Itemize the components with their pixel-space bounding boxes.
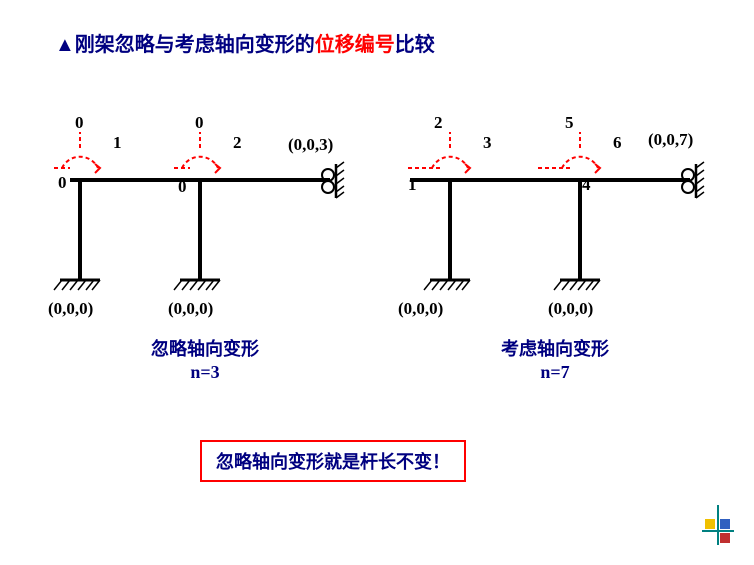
svg-text:3: 3 [483,133,492,152]
svg-text:(0,0,0): (0,0,0) [48,299,93,318]
left-cap2: n=3 [190,362,219,382]
svg-text:0: 0 [75,113,84,132]
svg-text:6: 6 [613,133,622,152]
note-text: 忽略轴向变形就是杆长不变！ [216,452,450,472]
left-caption: 忽略轴向变形 n=3 [125,338,285,385]
left-cap1: 忽略轴向变形 [151,339,259,359]
title-suffix: 比较 [395,34,435,56]
svg-text:2: 2 [233,133,242,152]
svg-text:(0,0,0): (0,0,0) [168,299,213,318]
right-frame-diagram: 2 3 1 5 6 4 (0,0,7) (0,0,0) (0,0,0) [390,90,730,320]
svg-text:0: 0 [178,177,187,196]
page-title: ▲刚架忽略与考虑轴向变形的位移编号比较 [55,28,435,57]
svg-text:(0,0,7): (0,0,7) [648,130,693,149]
svg-text:(0,0,3): (0,0,3) [288,135,333,154]
title-mid: 位移编号 [315,34,395,56]
boxed-note: 忽略轴向变形就是杆长不变！ [200,440,466,482]
svg-text:2: 2 [434,113,443,132]
logo-icon [702,505,734,545]
title-prefix: ▲刚架忽略与考虑轴向变形的 [55,34,315,56]
left-frame-diagram: 0 1 0 0 2 0 (0,0,3) (0,0,0) (0,0,0) [40,90,360,320]
right-cap1: 考虑轴向变形 [501,339,609,359]
svg-text:1: 1 [113,133,122,152]
right-cap2: n=7 [540,362,569,382]
svg-text:(0,0,0): (0,0,0) [548,299,593,318]
svg-text:1: 1 [408,175,417,194]
svg-text:0: 0 [58,173,67,192]
right-caption: 考虑轴向变形 n=7 [475,338,635,385]
svg-text:(0,0,0): (0,0,0) [398,299,443,318]
svg-text:5: 5 [565,113,574,132]
svg-text:4: 4 [582,175,591,194]
svg-text:0: 0 [195,113,204,132]
